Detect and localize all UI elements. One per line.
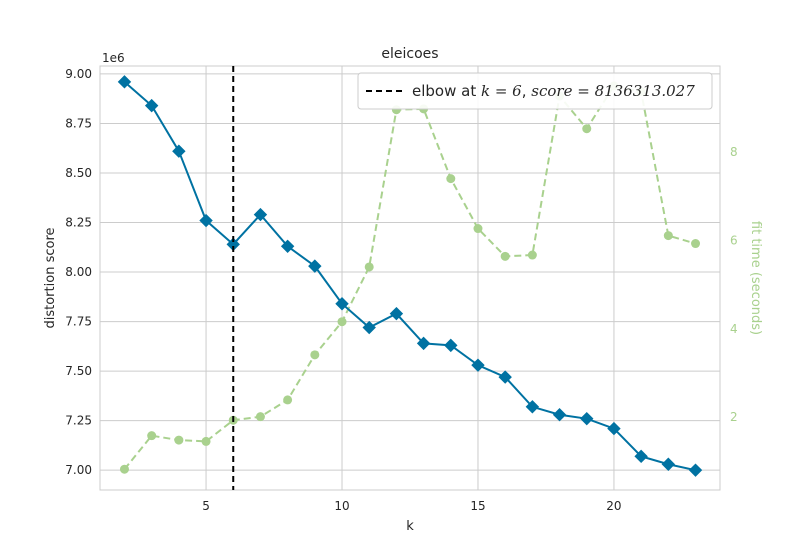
x-tick-label: 10 xyxy=(334,499,349,513)
y-tick-label: 7.25 xyxy=(65,414,92,428)
data-point xyxy=(525,400,540,414)
x-tick-label: 5 xyxy=(202,499,210,513)
data-point xyxy=(580,411,594,426)
data-point xyxy=(446,174,456,184)
legend-math-part: score = 8136313.027 xyxy=(531,82,695,100)
y-tick-label: 9.00 xyxy=(65,67,92,81)
y-tick-label: 7.00 xyxy=(65,463,92,477)
data-point xyxy=(444,338,458,353)
data-point xyxy=(117,75,132,89)
data-point xyxy=(498,370,512,384)
legend-math-part: k = 6 xyxy=(481,82,522,100)
data-point xyxy=(416,336,431,351)
data-point xyxy=(661,457,676,471)
y-tick-label: 8.25 xyxy=(65,216,92,230)
data-point xyxy=(199,213,213,228)
y-offset-label: 1e6 xyxy=(102,51,125,65)
series-line xyxy=(123,81,696,472)
data-point xyxy=(308,259,322,273)
legend-elbow-label: elbow at k = 6, score = 8136313.027 xyxy=(412,82,695,100)
y-axis-label: distortion score xyxy=(43,228,58,329)
data-point xyxy=(688,463,703,477)
y2-tick-label: 6 xyxy=(730,233,738,247)
data-point xyxy=(389,306,404,321)
data-point xyxy=(337,317,347,327)
x-tick-label: 20 xyxy=(606,499,621,513)
data-point xyxy=(691,239,701,249)
data-point xyxy=(471,358,485,372)
x-tick-labels: 5 10 15 20 xyxy=(202,499,621,513)
y-tick-label: 8.50 xyxy=(65,166,92,180)
data-point xyxy=(310,350,320,360)
y2-tick-labels: 2 4 6 8 xyxy=(730,145,738,424)
y-tick-labels: 7.00 7.25 7.50 7.75 8.00 8.25 8.50 8.75 9.00 xyxy=(65,67,92,477)
y2-tick-label: 2 xyxy=(730,410,738,424)
legend-box xyxy=(357,72,713,110)
data-point xyxy=(335,297,349,311)
data-point xyxy=(552,408,567,422)
data-point xyxy=(283,395,293,405)
plot-frame xyxy=(99,65,721,491)
legend-text-part: , xyxy=(522,82,532,100)
gridlines xyxy=(100,66,720,490)
data-point xyxy=(663,231,673,241)
plot-area xyxy=(100,66,720,490)
data-point xyxy=(201,436,211,446)
legend-text-part: elbow at xyxy=(412,82,481,100)
data-point xyxy=(147,431,157,441)
chart-title: eleicoes xyxy=(381,46,438,62)
data-point xyxy=(607,421,621,436)
y2-tick-label: 4 xyxy=(730,322,738,336)
data-point xyxy=(255,412,265,422)
data-point xyxy=(172,144,186,158)
y2-axis-label: fit time (seconds) xyxy=(748,221,763,335)
data-point xyxy=(174,435,184,445)
x-axis-label: k xyxy=(406,519,414,534)
data-point xyxy=(634,449,648,464)
x-tick-label: 15 xyxy=(470,499,485,513)
data-point xyxy=(473,224,483,234)
y-tick-label: 8.00 xyxy=(65,265,92,279)
data-point xyxy=(362,320,376,335)
data-point xyxy=(119,464,129,474)
legend: elbow at k = 6, score = 8136313.027 xyxy=(357,72,713,110)
data-point xyxy=(364,262,374,272)
y-tick-label: 8.75 xyxy=(65,116,92,130)
data-point xyxy=(582,124,592,134)
data-point xyxy=(527,250,537,260)
y2-tick-label: 8 xyxy=(730,145,738,159)
data-point xyxy=(253,207,268,222)
data-point xyxy=(280,239,295,254)
y-tick-label: 7.50 xyxy=(65,364,92,378)
data-point xyxy=(500,251,510,261)
series-distortion xyxy=(117,75,703,477)
y-tick-label: 7.75 xyxy=(65,315,92,329)
data-point xyxy=(144,98,159,113)
